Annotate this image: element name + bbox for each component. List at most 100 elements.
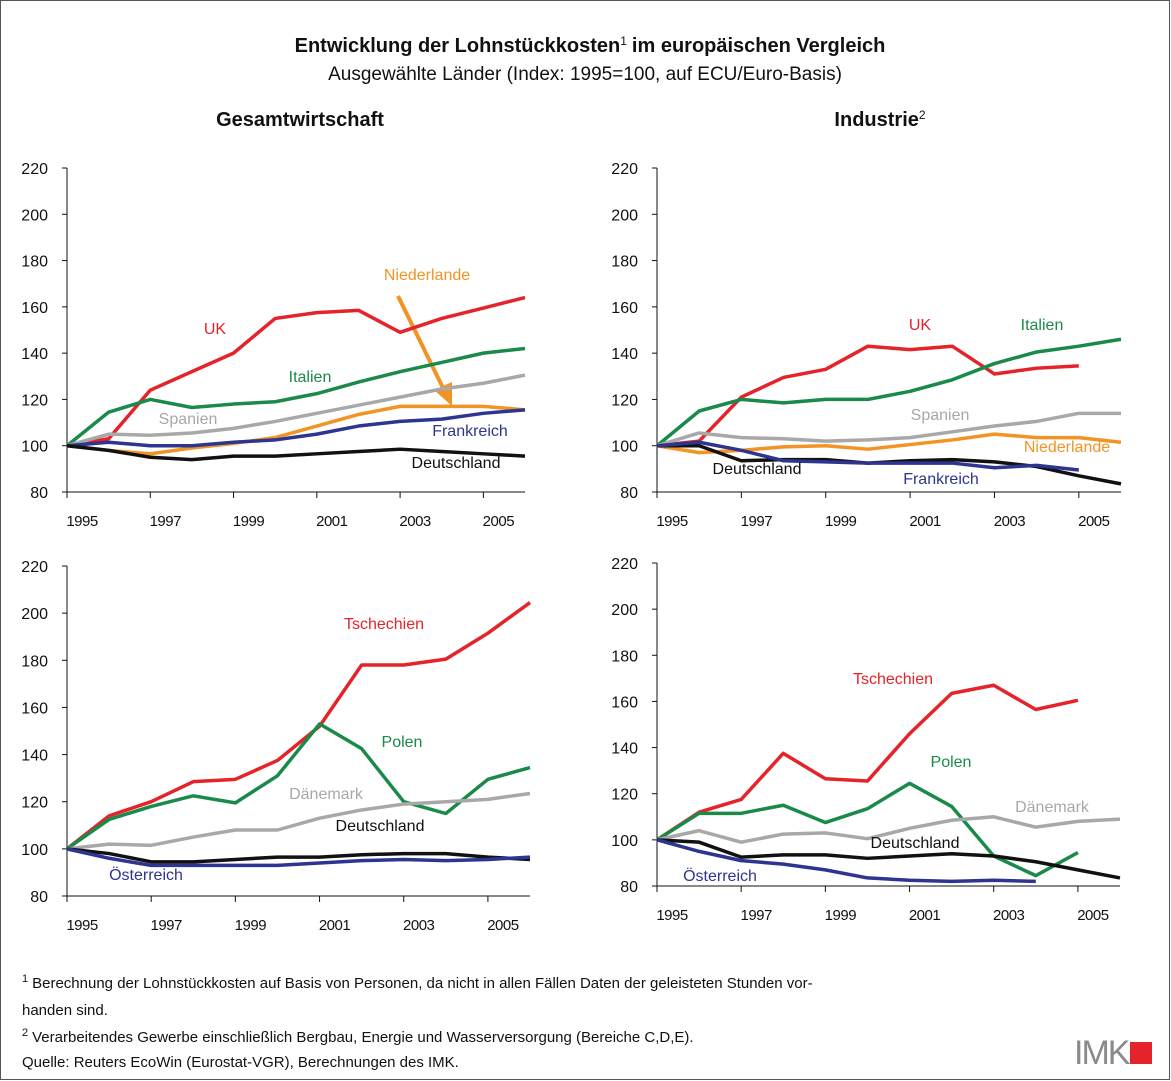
series-label: Frankreich xyxy=(432,423,508,440)
y-tick-label: 180 xyxy=(21,653,48,670)
series-line xyxy=(66,847,531,868)
series-label: Tschechien xyxy=(344,616,424,633)
y-tick-label: 200 xyxy=(21,207,48,224)
footnote: 1 Berechnung der Lohnstückkosten auf Basi… xyxy=(22,973,813,992)
series-line xyxy=(66,847,531,864)
y-tick-label: 200 xyxy=(611,207,638,224)
title-text: Entwicklung der Lohnstückkosten xyxy=(295,35,621,57)
series-label: Polen xyxy=(931,754,972,771)
x-tick-label: 1997 xyxy=(741,513,773,530)
series-line xyxy=(66,295,526,448)
y-tick-label: 220 xyxy=(611,556,638,573)
x-tick-label: 1997 xyxy=(150,513,182,530)
series-label: Italien xyxy=(289,369,332,386)
y-tick-label: 100 xyxy=(611,439,638,456)
y-tick-label: 220 xyxy=(21,559,48,576)
y-tick-label: 120 xyxy=(611,392,638,409)
series-label: Spanien xyxy=(159,411,218,428)
footnote-text: Berechnung der Lohnstückkosten auf Basis… xyxy=(32,975,813,992)
series-label: Niederlande xyxy=(1024,439,1110,456)
panel-title-text: Gesamtwirtschaft xyxy=(216,109,384,131)
series-line xyxy=(66,404,526,456)
series-line xyxy=(656,838,1036,884)
series-line xyxy=(66,373,526,448)
x-tick-label: 1995 xyxy=(66,513,98,530)
series-label: Österreich xyxy=(109,866,183,884)
x-tick-label: 2001 xyxy=(319,917,351,934)
x-tick-label: 2003 xyxy=(993,907,1025,924)
series-line xyxy=(656,683,1079,842)
y-tick-label: 100 xyxy=(611,833,638,850)
series-line xyxy=(65,601,532,851)
subtitle: Ausgewählte Länder (Index: 1995=100, auf… xyxy=(328,64,842,85)
y-tick-label: 140 xyxy=(21,748,48,765)
y-tick-label: 120 xyxy=(611,787,638,804)
x-tick-label: 2005 xyxy=(483,513,515,530)
y-tick-label: 100 xyxy=(21,842,48,859)
x-tick-label: 1999 xyxy=(825,907,857,924)
panel-title: Gesamtwirtschaft xyxy=(216,109,384,131)
source: Quelle: Reuters EcoWin (Eurostat-VGR), B… xyxy=(22,1054,459,1071)
title-note: 1 xyxy=(620,34,627,48)
series-label: Österreich xyxy=(683,867,757,885)
x-tick-label: 2003 xyxy=(399,513,431,530)
x-tick-label: 1995 xyxy=(66,917,98,934)
x-tick-label: 2001 xyxy=(909,513,941,530)
x-tick-label: 1999 xyxy=(235,917,267,934)
series-line xyxy=(656,838,1121,880)
footnote: handen sind. xyxy=(22,1002,108,1019)
y-tick-label: 160 xyxy=(21,300,48,317)
x-tick-label: 1995 xyxy=(656,907,688,924)
series-label: Deutschland xyxy=(336,818,425,835)
series-label: Niederlande xyxy=(384,267,470,284)
y-tick-label: 140 xyxy=(21,346,48,363)
panel-title: Industrie2 xyxy=(834,108,925,131)
y-tick-label: 220 xyxy=(21,161,48,178)
title-rest: im europäischen Vergleich xyxy=(632,35,885,57)
y-tick-label: 180 xyxy=(611,648,638,665)
series-label: Deutschland xyxy=(412,455,501,472)
x-tick-label: 2003 xyxy=(403,917,435,934)
y-tick-label: 80 xyxy=(620,879,638,896)
series-line xyxy=(65,722,531,851)
series-label: Spanien xyxy=(911,407,970,424)
footnote: 2 Verarbeitendes Gewerbe einschließlich B… xyxy=(22,1027,694,1046)
y-tick-label: 160 xyxy=(611,694,638,711)
series-label: Deutschland xyxy=(713,461,802,478)
y-tick-label: 140 xyxy=(611,741,638,758)
x-tick-label: 1999 xyxy=(825,513,857,530)
logo: IMK xyxy=(1074,1034,1131,1072)
series-line xyxy=(656,815,1121,844)
x-tick-label: 2005 xyxy=(1077,907,1109,924)
y-tick-label: 80 xyxy=(30,485,48,502)
figure-title: Entwicklung der Lohnstückkosten1 im europ… xyxy=(295,34,886,57)
series-line xyxy=(66,408,526,448)
annotation-arrow xyxy=(396,295,446,391)
series-line xyxy=(656,344,1079,448)
series-line xyxy=(656,781,1079,878)
footnote-text: Verarbeitendes Gewerbe einschließlich Be… xyxy=(32,1029,693,1046)
series-line xyxy=(655,337,1122,448)
y-tick-label: 140 xyxy=(611,346,638,363)
x-tick-label: 1997 xyxy=(740,907,772,924)
y-tick-label: 120 xyxy=(21,392,48,409)
y-tick-label: 200 xyxy=(21,606,48,623)
series-label: UK xyxy=(909,317,932,334)
y-tick-label: 200 xyxy=(611,602,638,619)
y-tick-label: 180 xyxy=(21,254,48,271)
series-label: Tschechien xyxy=(853,671,933,688)
series-label: Dänemark xyxy=(1015,799,1090,816)
x-tick-label: 2005 xyxy=(487,917,519,934)
y-tick-label: 160 xyxy=(611,300,638,317)
series-label: Deutschland xyxy=(871,835,960,852)
series-line xyxy=(66,791,531,851)
x-tick-label: 1999 xyxy=(233,513,265,530)
panel-title-text: Industrie xyxy=(834,109,918,131)
footnote-mark: 2 xyxy=(22,1027,28,1039)
series-label: Dänemark xyxy=(289,786,364,803)
y-tick-label: 180 xyxy=(611,254,638,271)
y-tick-label: 160 xyxy=(21,700,48,717)
x-tick-label: 2001 xyxy=(909,907,941,924)
series-label: Polen xyxy=(382,734,423,751)
